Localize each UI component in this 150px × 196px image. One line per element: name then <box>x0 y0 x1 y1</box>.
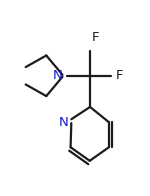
Text: N: N <box>59 116 68 129</box>
Text: F: F <box>116 69 124 82</box>
Text: N: N <box>53 69 63 82</box>
Text: F: F <box>92 31 99 44</box>
